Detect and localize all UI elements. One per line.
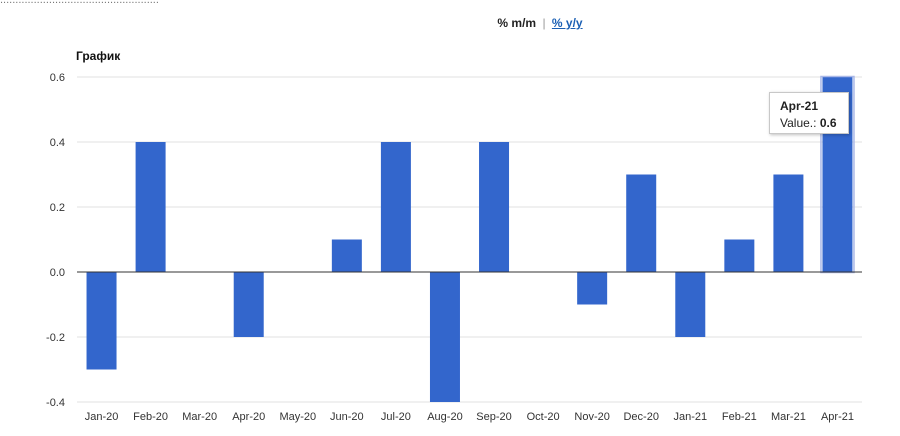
y-tick-label: 0.2 — [50, 202, 65, 214]
x-tick-label: Jul-20 — [381, 411, 411, 423]
bar[interactable] — [429, 272, 460, 402]
x-tick-label: Sep-20 — [476, 411, 511, 423]
bar[interactable] — [331, 239, 362, 273]
yy-link[interactable]: % y/y — [551, 16, 583, 30]
chart-tooltip: Apr-21 Value.: 0.6 — [769, 92, 849, 134]
y-tick-label: -0.2 — [46, 332, 65, 344]
bar[interactable] — [135, 142, 166, 272]
x-tick-label: Apr-20 — [232, 411, 265, 423]
x-tick-label: Jan-21 — [673, 411, 707, 423]
tooltip-value-label: Value.: — [780, 116, 817, 130]
x-tick-label: Feb-21 — [722, 411, 757, 423]
bar[interactable] — [675, 272, 706, 337]
x-tick-label: Aug-20 — [427, 411, 462, 423]
bar[interactable] — [724, 239, 755, 273]
x-tick-label: May-20 — [279, 411, 316, 423]
view-switcher: % m/m | % y/y — [0, 16, 900, 30]
x-tick-label: Mar-21 — [771, 411, 806, 423]
y-tick-label: 0.4 — [50, 137, 65, 149]
x-tick-label: Jan-20 — [85, 411, 119, 423]
bar[interactable] — [479, 142, 510, 272]
x-tick-label: Dec-20 — [623, 411, 658, 423]
bar[interactable] — [577, 272, 608, 305]
bar[interactable] — [380, 142, 411, 272]
mm-option[interactable]: % m/m — [497, 16, 537, 30]
bar[interactable] — [626, 174, 657, 273]
switcher-separator: | — [542, 16, 546, 30]
y-tick-label: -0.4 — [46, 397, 65, 409]
x-tick-label: Feb-20 — [133, 411, 168, 423]
x-tick-label: Oct-20 — [527, 411, 560, 423]
x-tick-label: Nov-20 — [574, 411, 609, 423]
x-tick-label: Apr-21 — [821, 411, 854, 423]
y-tick-label: 0.6 — [50, 72, 65, 84]
y-tick-label: 0.0 — [50, 267, 65, 279]
bar[interactable] — [773, 174, 804, 273]
tooltip-title: Apr-21 — [780, 99, 819, 113]
bar[interactable] — [233, 272, 264, 337]
chart-title: График — [76, 49, 121, 63]
bar[interactable] — [86, 272, 117, 370]
tooltip-value: 0.6 — [819, 116, 837, 130]
x-tick-label: Jun-20 — [330, 411, 364, 423]
cut-header-text: ........................................… — [0, 0, 159, 6]
x-tick-label: Mar-20 — [182, 411, 217, 423]
